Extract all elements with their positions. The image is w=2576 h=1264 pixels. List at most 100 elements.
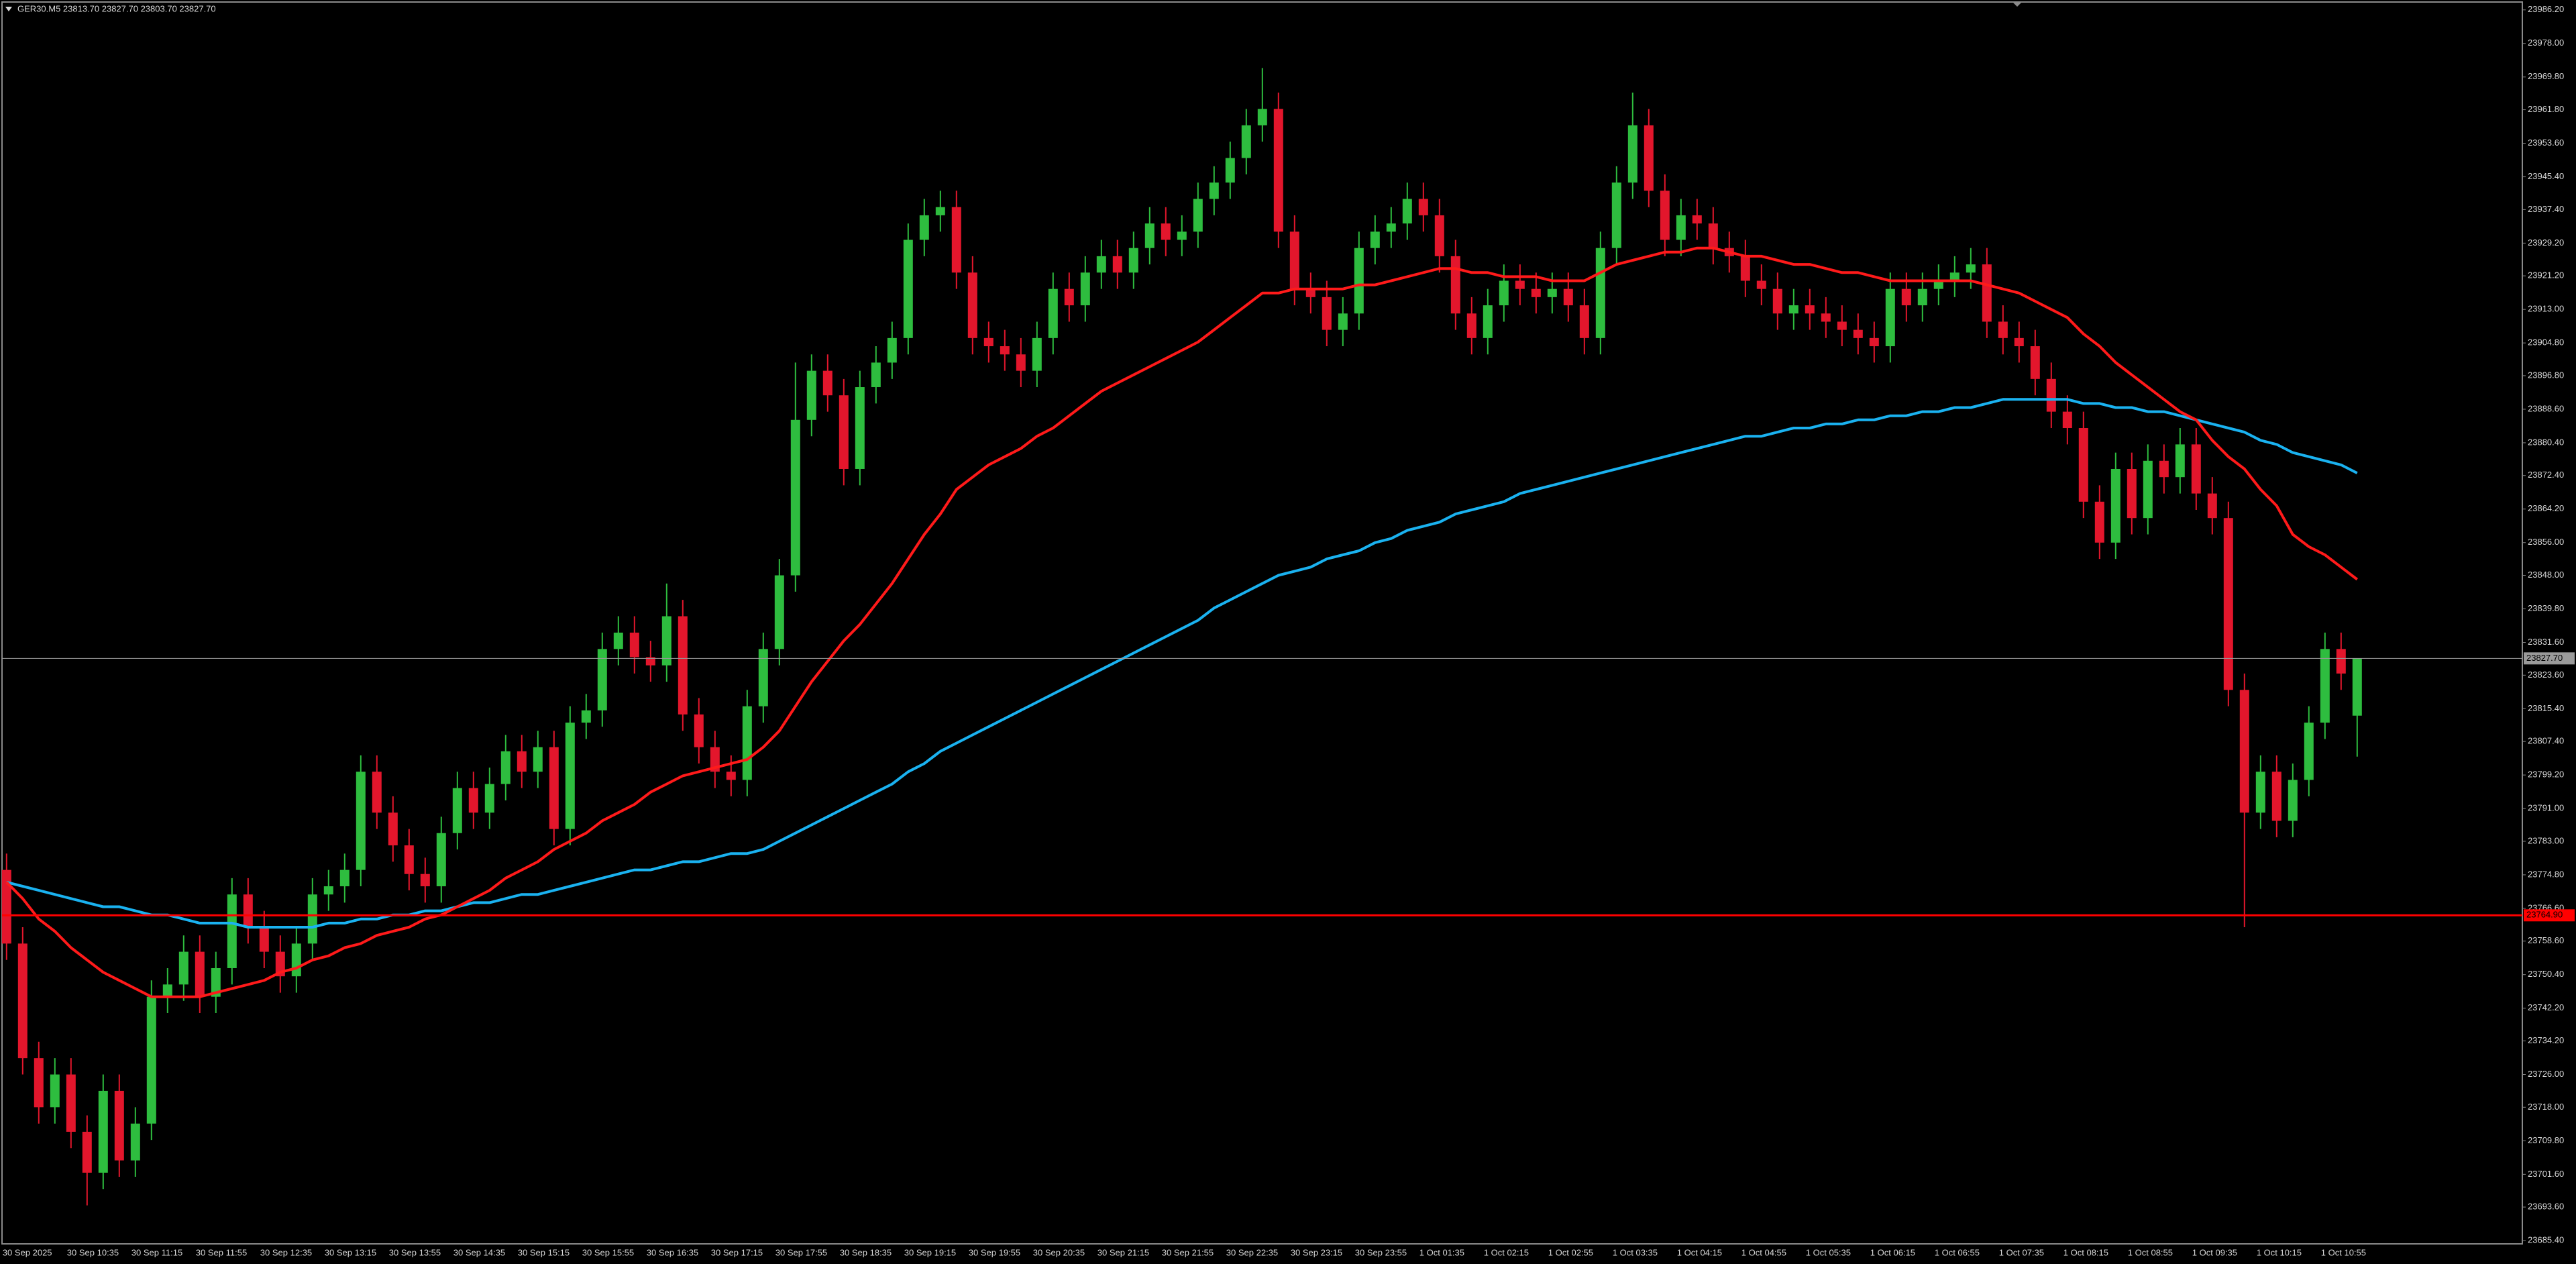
candle-body — [1225, 158, 1235, 183]
candle-body — [1933, 280, 1943, 289]
candle-body — [1676, 215, 1686, 240]
collapse-icon — [5, 7, 12, 11]
candle-body — [2078, 428, 2088, 502]
x-tick-label: 30 Sep 13:55 — [389, 1247, 441, 1257]
candle-body — [1032, 337, 1042, 371]
candle-body — [2175, 444, 2185, 478]
x-tick-label: 1 Oct 06:55 — [1935, 1247, 1980, 1257]
candle-body — [1579, 305, 1589, 338]
candle-body — [2288, 780, 2298, 821]
candle-body — [2223, 518, 2233, 690]
y-tick-label: 23758.60 — [2528, 935, 2564, 945]
y-tick-label: 23945.40 — [2528, 171, 2564, 181]
candle-body — [951, 207, 961, 273]
candle-body — [1370, 231, 1380, 248]
candle-body — [742, 706, 752, 780]
x-tick-label: 1 Oct 09:35 — [2192, 1247, 2237, 1257]
candle-body — [1257, 109, 1267, 125]
candle-body — [935, 207, 945, 215]
candle-body — [2094, 501, 2104, 543]
price-label: 23827.70 — [2526, 653, 2563, 663]
candle-body — [1595, 248, 1605, 338]
candle-body — [307, 894, 317, 944]
candle-body — [404, 845, 414, 874]
x-tick-label: 30 Sep 19:55 — [969, 1247, 1020, 1257]
candle-body — [629, 632, 639, 657]
candle-body — [162, 984, 172, 997]
price-label-box — [2524, 909, 2575, 922]
candle-body — [855, 387, 865, 469]
x-tick-label: 30 Sep 23:15 — [1291, 1247, 1342, 1257]
candle-body — [98, 1090, 108, 1173]
y-tick-label: 23685.40 — [2528, 1235, 2564, 1245]
candle-body — [452, 788, 462, 833]
candle-body — [1627, 125, 1638, 183]
candle-body — [1756, 280, 1766, 289]
candle-body — [919, 215, 929, 240]
candle-body — [1322, 297, 1332, 330]
candle-body — [645, 657, 655, 666]
candle-body — [500, 751, 511, 784]
candle-body — [1418, 199, 1428, 215]
y-tick-label: 23726.00 — [2528, 1069, 2564, 1079]
candle-body — [2110, 468, 2121, 543]
candle-body — [1016, 354, 1026, 371]
candle-body — [114, 1090, 124, 1161]
candle-body — [1499, 280, 1509, 306]
candle-body — [1901, 288, 1911, 306]
y-tick-label: 23709.80 — [2528, 1135, 2564, 1145]
candle-body — [1966, 264, 1976, 273]
candle-body — [1982, 264, 1992, 322]
x-tick-label: 30 Sep 11:15 — [131, 1247, 182, 1257]
y-tick-label: 23701.60 — [2528, 1169, 2564, 1179]
candle-body — [2336, 649, 2346, 674]
x-tick-label: 1 Oct 03:35 — [1613, 1247, 1658, 1257]
y-tick-label: 23750.40 — [2528, 969, 2564, 979]
candle-body — [1386, 223, 1396, 232]
candle-body — [66, 1074, 76, 1132]
x-tick-label: 1 Oct 08:55 — [2128, 1247, 2173, 1257]
candle-body — [1, 870, 11, 944]
candle-body — [1305, 288, 1316, 297]
candle-body — [1740, 256, 1750, 281]
candle-body — [420, 874, 430, 887]
x-tick-label: 1 Oct 10:55 — [2321, 1247, 2366, 1257]
candle-body — [1611, 182, 1621, 248]
y-tick-label: 23921.20 — [2528, 270, 2564, 280]
x-tick-label: 1 Oct 01:35 — [1419, 1247, 1464, 1257]
candle-body — [146, 996, 156, 1124]
y-tick-label: 23888.60 — [2528, 403, 2564, 413]
candle-body — [967, 272, 977, 338]
x-tick-label: 30 Sep 15:55 — [582, 1247, 634, 1257]
candle-body — [613, 632, 623, 649]
candle-body — [758, 649, 768, 706]
x-tick-label: 30 Sep 16:35 — [647, 1247, 698, 1257]
y-tick-label: 23831.60 — [2528, 637, 2564, 647]
candle-body — [1949, 272, 1960, 281]
y-tick-label: 23734.20 — [2528, 1035, 2564, 1045]
candle-body — [565, 723, 575, 829]
candle-body — [790, 419, 800, 576]
x-tick-label: 30 Sep 11:55 — [196, 1247, 247, 1257]
x-tick-label: 30 Sep 17:15 — [711, 1247, 763, 1257]
y-tick-label: 23904.80 — [2528, 337, 2564, 348]
candle-body — [82, 1131, 92, 1173]
candle-body — [468, 788, 478, 813]
candle-body — [726, 772, 736, 780]
candle-body — [1273, 109, 1283, 232]
candle-body — [678, 616, 688, 715]
x-tick-label: 30 Sep 21:55 — [1162, 1247, 1214, 1257]
candle-body — [1660, 191, 1670, 240]
candle-body — [339, 870, 350, 887]
candle-body — [2352, 658, 2362, 716]
candle-body — [1128, 248, 1138, 273]
y-tick-label: 23864.20 — [2528, 503, 2564, 513]
candle-body — [388, 812, 398, 846]
candle-body — [806, 370, 816, 420]
candle-body — [1064, 288, 1074, 306]
candle-body — [2030, 346, 2040, 379]
y-tick-label: 23783.00 — [2528, 835, 2564, 845]
